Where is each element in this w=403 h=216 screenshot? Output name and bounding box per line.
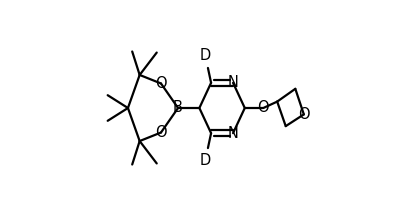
Text: O: O <box>155 125 167 140</box>
Text: O: O <box>155 76 167 91</box>
Text: D: D <box>200 153 211 168</box>
Text: N: N <box>228 126 239 141</box>
Text: N: N <box>228 75 239 90</box>
Text: O: O <box>298 107 310 122</box>
Text: B: B <box>173 100 183 116</box>
Text: D: D <box>200 48 211 63</box>
Text: O: O <box>258 100 269 116</box>
